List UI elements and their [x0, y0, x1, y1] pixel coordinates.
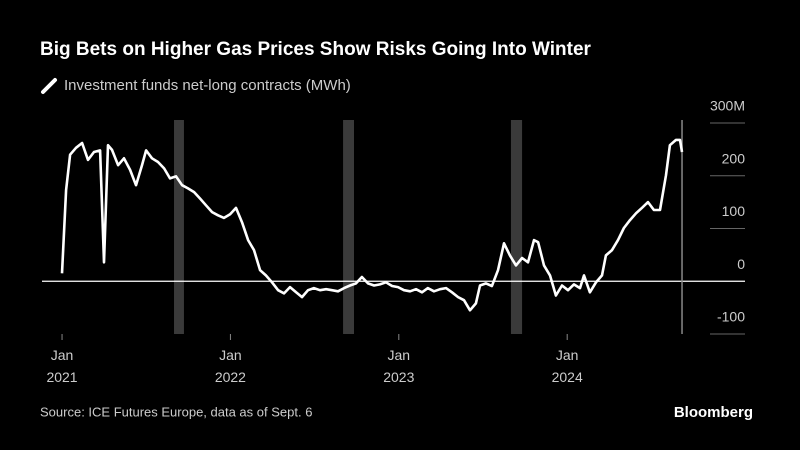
y-tick-label: -100 [717, 309, 745, 325]
y-tick-label: 100 [722, 203, 746, 219]
brand: Bloomberg [674, 404, 753, 421]
source: Source: ICE Futures Europe, data as of S… [40, 404, 312, 419]
x-tick-label: Jan 2021 [46, 347, 78, 385]
legend-label: Investment funds net-long contracts (MWh… [64, 77, 351, 94]
shaded-period [343, 120, 355, 334]
series-line [60, 138, 684, 312]
y-tick-label: 200 [722, 150, 746, 166]
shaded-period [174, 120, 184, 334]
x-tick-label: Jan 2024 [551, 347, 583, 385]
x-tick-label: Jan 2022 [214, 347, 246, 385]
shaded-period [510, 120, 523, 334]
legend-swatch [41, 78, 57, 94]
chart-title: Big Bets on Higher Gas Prices Show Risks… [40, 39, 592, 60]
x-tick-label: Jan 2023 [383, 347, 415, 385]
y-tick-label: 0 [737, 256, 745, 272]
y-tick-label: 300M [710, 98, 745, 114]
